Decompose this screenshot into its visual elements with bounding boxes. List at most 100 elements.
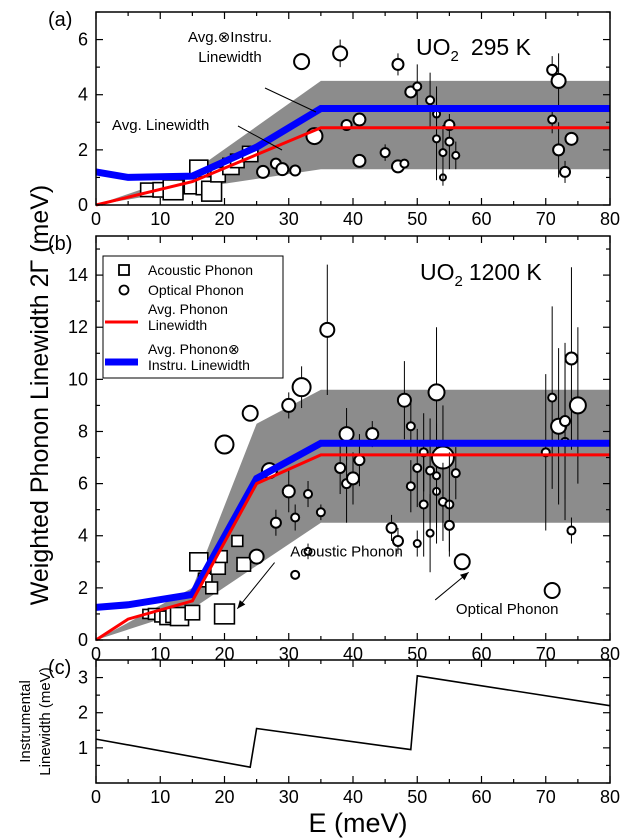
x-tick-label: 20 [214,209,234,229]
optical-phonon-point [379,147,391,159]
x-tick-label: 30 [279,209,299,229]
avg-instru-linewidth-label: Avg.⊗Instru. [188,29,272,46]
optical-phonon-point [412,81,423,92]
optical-phonon-point [451,150,461,160]
optical-phonon-point [293,53,311,71]
y-tick-label: 12 [68,317,88,337]
legend-label: Acoustic Phonon [148,262,253,278]
y-tick-label: 2 [78,703,88,723]
optical-phonon-point [303,546,313,556]
x-tick-label: 0 [91,787,101,807]
acoustic-phonon-point [236,556,252,572]
optical-phonon-point [352,112,367,127]
x-tick-label: 50 [407,644,427,664]
y-tick-label: 1 [78,738,88,758]
panel-label: (a) [48,9,72,31]
legend-label: Instru. Linewidth [148,357,250,373]
optical-phonon-point [412,462,423,473]
optical-phonon-point [399,158,410,169]
optical-phonon-point [275,162,290,177]
x-tick-label: 10 [150,787,170,807]
legend-circle-marker [118,284,130,296]
red-avg-linewidth-line [95,453,610,642]
optical-phonon-point [391,57,405,71]
optical-phonon-point [552,143,566,157]
optical-phonon-point [564,351,579,366]
x-tick-label: 20 [214,644,234,664]
optical-phonon-point [547,114,558,125]
optical-phonon-point [453,553,471,571]
x-tick-label: 10 [150,644,170,664]
main-y-axis-label: Weighted Phonon Linewidth 2Γ (meV) [26,185,54,606]
acoustic-phonon-point [205,581,219,595]
plot-frame [95,659,611,784]
optical-phonon-point [443,519,455,531]
arrow-head [237,600,246,609]
optical-phonon-point [315,507,326,518]
acoustic-phonon-point [162,179,184,201]
panel-b: 0 10 20 30 40 50 60 70 80 0 2 4 6 8 10 12 14 (b) UO2 1200 K… [48,233,620,664]
optical-phonon-point [427,383,446,402]
arrow-head [460,572,469,581]
optical-phonon-point [559,165,572,178]
optical-phonon-point [405,421,416,432]
y-tick-label: 6 [78,474,88,494]
panel-title: UO2 1200 K [420,259,542,290]
optical-phonon-point [269,516,282,529]
y-tick-label: 4 [78,85,88,105]
optical-phonon-point [289,164,302,177]
optical-phonon-point [352,153,367,168]
optical-phonon-point [241,404,259,422]
legend-box [102,255,284,379]
x-tick-label: 10 [150,209,170,229]
x-tick-label: 70 [536,644,556,664]
optical-phonon-point [319,321,336,338]
panel-a: 0 10 20 30 40 50 60 70 80 0 2 4 6 (a) UO2 295 K Avg.⊗Ins… [48,9,620,229]
optical-phonon-point [214,434,235,455]
optical-phonon-point [281,484,296,499]
optical-phonon-point [568,396,587,415]
optical-phonon-point [550,72,567,89]
x-tick-label: 20 [214,787,234,807]
y-tick-label: 3 [78,668,88,688]
y-tick-label: 10 [68,369,88,389]
acoustic-phonon-point [213,603,236,625]
optical-phonon-point [425,528,435,538]
optical-phonon-point [432,471,442,481]
legend-label: Avg. Phonon⊗ [148,341,240,357]
optical-phonon-point [256,164,271,179]
optical-phonon-point [450,468,461,479]
optical-phonon-point [564,131,579,146]
optical-phonon-point [566,525,577,536]
y-tick-label: 6 [78,30,88,50]
x-tick-label: 40 [343,644,363,664]
instrumental-y-axis-label: Instrumental [17,680,34,763]
x-tick-label: 40 [343,209,363,229]
optical-phonon-point [281,397,297,413]
instrumental-y-axis-label: Linewidth (meV) [37,667,54,775]
optical-phonon-point [290,512,301,523]
callout-line [237,125,283,151]
x-tick-label: 80 [600,787,620,807]
x-tick-label: 60 [471,644,491,664]
blue-avg-instru-linewidth-line [95,439,610,611]
legend-square-marker [118,264,130,276]
x-tick-label: 0 [91,209,101,229]
x-tick-label: 40 [343,787,363,807]
legend-label: Optical Phonon [148,282,244,298]
annotation-label: Optical Phonon [456,601,559,618]
x-tick-label: 60 [471,787,491,807]
y-tick-label: 4 [78,526,88,546]
optical-phonon-point [412,539,422,549]
acoustic-phonon-point [184,604,201,621]
avg-linewidth-label: Avg. Linewidth [112,117,209,134]
x-tick-label: 80 [600,209,620,229]
x-tick-label: 30 [279,787,299,807]
optical-phonon-point [291,377,312,398]
x-tick-label: 70 [536,209,556,229]
y-tick-label: 2 [78,578,88,598]
optical-phonon-point [546,63,559,76]
acoustic-phonon-point [231,534,244,548]
optical-phonon-point [385,521,398,534]
